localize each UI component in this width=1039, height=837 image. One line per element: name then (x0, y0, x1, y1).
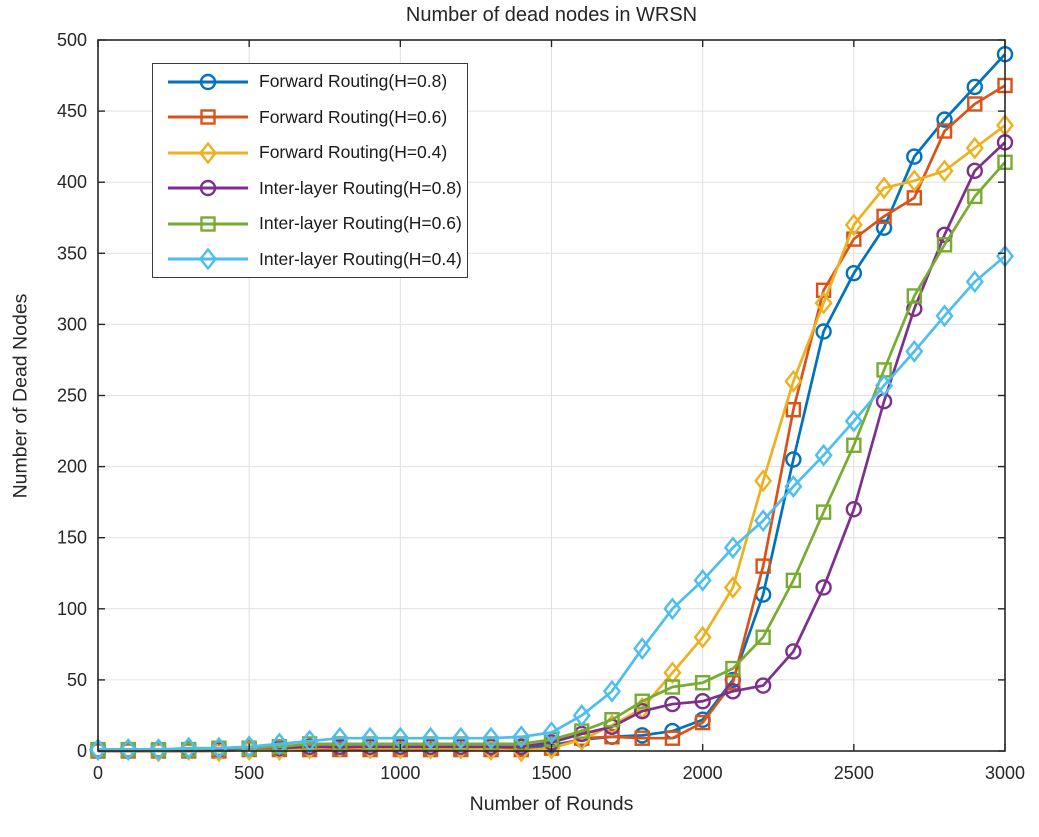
chart-title: Number of dead nodes in WRSN (405, 4, 698, 26)
legend-label: Inter-layer Routing(H=0.4) (259, 248, 462, 269)
y-tick-label: 0 (77, 741, 87, 761)
legend-label: Inter-layer Routing(H=0.8) (259, 177, 462, 198)
legend-sample (168, 141, 248, 165)
legend-sample (168, 179, 248, 197)
y-tick-label: 300 (57, 314, 87, 334)
legend-sample (168, 109, 248, 126)
legend-entry-2: Forward Routing(H=0.4) (153, 135, 467, 170)
legend-sample (168, 73, 248, 91)
legend-entry-0: Forward Routing(H=0.8) (153, 64, 467, 99)
x-tick-label: 3000 (985, 763, 1025, 783)
y-tick-label: 50 (67, 670, 87, 690)
x-tick-label: 0 (93, 763, 103, 783)
y-tick-label: 250 (57, 386, 87, 406)
y-tick-label: 500 (57, 30, 87, 50)
y-tick-label: 100 (57, 599, 87, 619)
y-tick-label: 400 (57, 172, 87, 192)
y-axis-label: Number of Dead Nodes (9, 293, 32, 499)
x-tick-label: 2500 (834, 763, 874, 783)
legend-sample (168, 247, 248, 271)
x-tick-label: 500 (234, 763, 264, 783)
legend-sample (168, 215, 248, 232)
legend-entry-3: Inter-layer Routing(H=0.8) (153, 171, 467, 206)
y-tick-label: 350 (57, 243, 87, 263)
x-tick-label: 2000 (683, 763, 723, 783)
legend-label: Forward Routing(H=0.6) (259, 106, 448, 127)
legend-entry-1: Forward Routing(H=0.6) (153, 100, 467, 135)
legend-label: Forward Routing(H=0.8) (259, 71, 448, 92)
legend-label: Forward Routing(H=0.4) (259, 142, 448, 163)
x-tick-label: 1000 (380, 763, 420, 783)
x-tick-label: 1500 (531, 763, 571, 783)
legend-label: Inter-layer Routing(H=0.6) (259, 213, 462, 234)
legend-entry-5: Inter-layer Routing(H=0.4) (153, 242, 467, 277)
tick-labels: 0 500 1000 1500 2000 2500 3000 0 50 100 150 200 250 3… (57, 30, 1025, 783)
legend-entry-4: Inter-layer Routing(H=0.6) (153, 206, 467, 241)
y-tick-label: 150 (57, 528, 87, 548)
y-tick-label: 200 (57, 457, 87, 477)
axis-ticks (97, 39, 1006, 752)
y-tick-label: 450 (57, 101, 87, 121)
x-axis-label: Number of Rounds (469, 793, 634, 815)
legend: Forward Routing(H=0.8) Forward Routing(H=… (152, 63, 468, 278)
